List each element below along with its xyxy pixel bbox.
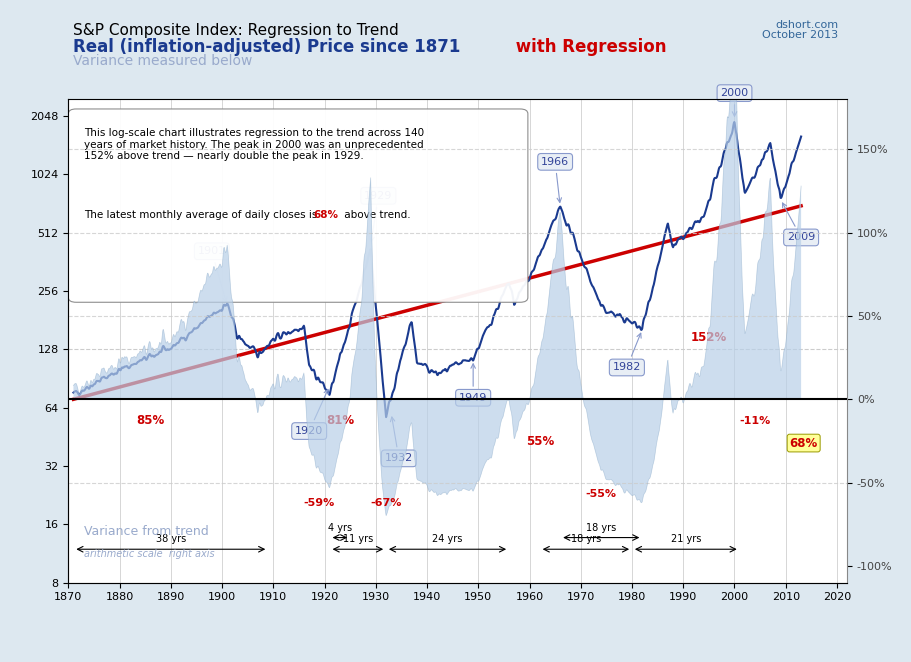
Text: 1966: 1966 [541, 157, 569, 203]
Text: S&P Composite Index: Regression to Trend: S&P Composite Index: Regression to Trend [73, 23, 399, 38]
Text: 81%: 81% [326, 414, 354, 427]
FancyBboxPatch shape [68, 109, 527, 303]
Text: 1949: 1949 [459, 364, 487, 402]
Text: -59%: -59% [303, 498, 335, 508]
Text: 85%: 85% [136, 414, 165, 427]
Text: -11%: -11% [740, 416, 771, 426]
Text: 1932: 1932 [384, 417, 413, 463]
Text: 11 yrs: 11 yrs [343, 534, 373, 544]
Text: 4 yrs: 4 yrs [328, 522, 352, 532]
Text: 55%: 55% [526, 434, 554, 448]
Text: arithmetic scale  right axis: arithmetic scale right axis [84, 549, 214, 559]
Text: Variance measured below: Variance measured below [73, 54, 252, 68]
Text: 68%: 68% [313, 211, 339, 220]
Text: October 2013: October 2013 [762, 30, 838, 40]
Text: -55%: -55% [586, 489, 617, 499]
Text: Variance from trend: Variance from trend [84, 524, 209, 538]
Text: 38 yrs: 38 yrs [156, 534, 186, 544]
Text: 1901: 1901 [198, 246, 227, 302]
Text: This log-scale chart illustrates regression to the trend across 140
years of mar: This log-scale chart illustrates regress… [84, 128, 424, 162]
Text: with Regression: with Regression [510, 38, 667, 56]
Text: 21 yrs: 21 yrs [670, 534, 701, 544]
Text: 1920: 1920 [295, 389, 328, 436]
Text: 2009: 2009 [783, 203, 815, 242]
Text: 68%: 68% [790, 436, 818, 449]
Text: -67%: -67% [371, 498, 402, 508]
Text: 18 yrs: 18 yrs [571, 534, 601, 544]
Text: dshort.com: dshort.com [775, 20, 838, 30]
Text: 1929: 1929 [364, 191, 393, 242]
Text: The latest monthly average of daily closes is: The latest monthly average of daily clos… [84, 211, 321, 220]
Text: Real (inflation-adjusted) Price since 1871: Real (inflation-adjusted) Price since 18… [73, 38, 460, 56]
Text: above trend.: above trend. [341, 211, 411, 220]
Text: 2000: 2000 [721, 88, 749, 117]
Text: 24 yrs: 24 yrs [433, 534, 463, 544]
Text: 152%: 152% [691, 330, 727, 344]
Text: 1982: 1982 [613, 333, 641, 373]
Text: 18 yrs: 18 yrs [586, 522, 617, 532]
